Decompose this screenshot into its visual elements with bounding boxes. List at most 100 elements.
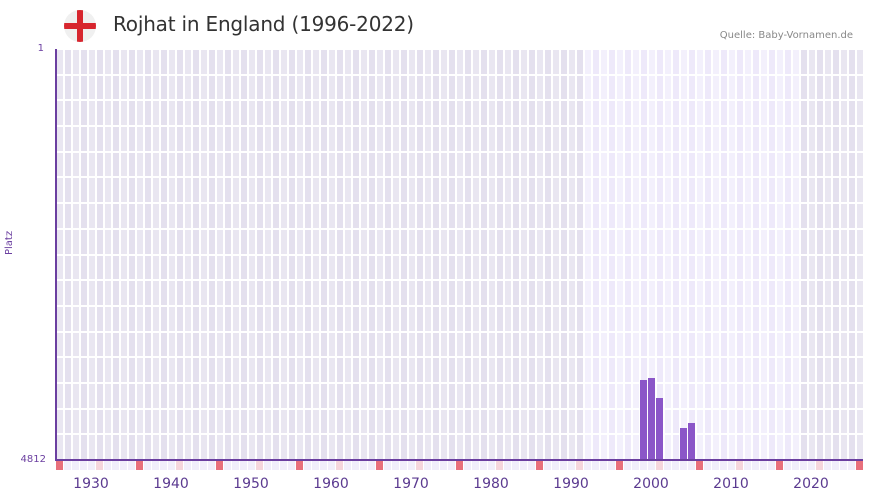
grid-column (105, 49, 113, 460)
rank-bar[interactable] (680, 427, 687, 460)
y-axis-line (55, 49, 57, 461)
year-marker (240, 461, 247, 470)
grid-column (841, 49, 849, 460)
grid-column (313, 49, 321, 460)
year-marker (528, 461, 535, 470)
grid-column (113, 49, 121, 460)
year-marker (632, 461, 639, 470)
grid-column (441, 49, 449, 460)
grid-column (209, 49, 217, 460)
x-tick-label: 1980 (473, 476, 509, 492)
grid-column (569, 49, 577, 460)
rank-bar[interactable] (656, 397, 663, 460)
year-marker (472, 461, 479, 470)
grid-column (361, 49, 369, 460)
grid-column (89, 49, 97, 460)
grid-column (249, 49, 257, 460)
grid-column (337, 49, 345, 460)
grid-column (497, 49, 505, 460)
year-marker (368, 461, 375, 470)
rank-bar[interactable] (648, 377, 655, 460)
rank-bar[interactable] (688, 422, 695, 460)
grid-column (729, 49, 737, 460)
year-marker (448, 461, 455, 470)
grid-column (345, 49, 353, 460)
grid-column (305, 49, 313, 460)
y-axis-label: Platz (4, 230, 15, 255)
grid-column (681, 49, 689, 460)
grid-column (321, 49, 329, 460)
year-marker (440, 461, 447, 470)
grid-column (753, 49, 761, 460)
year-marker (752, 461, 759, 470)
year-marker (304, 461, 311, 470)
year-marker (704, 461, 711, 470)
x-tick-label: 2000 (633, 476, 669, 492)
year-marker (608, 461, 615, 470)
grid-column (97, 49, 105, 460)
grid-column (281, 49, 289, 460)
grid-column (241, 49, 249, 460)
grid-column (169, 49, 177, 460)
year-marker (232, 461, 239, 470)
year-marker (272, 461, 279, 470)
grid-column (65, 49, 73, 460)
grid-column (537, 49, 545, 460)
grid-column (553, 49, 561, 460)
grid-column (329, 49, 337, 460)
grid-column (153, 49, 161, 460)
grid-column (393, 49, 401, 460)
grid-column (833, 49, 841, 460)
year-marker (768, 461, 775, 470)
year-marker (296, 461, 303, 470)
grid-column (689, 49, 697, 460)
x-tick-label: 1960 (313, 476, 349, 492)
year-marker (192, 461, 199, 470)
grid-column (705, 49, 713, 460)
year-marker (696, 461, 703, 470)
grid-column (225, 49, 233, 460)
year-marker (128, 461, 135, 470)
grid-column (721, 49, 729, 460)
year-marker (640, 461, 647, 470)
grid-column (297, 49, 305, 460)
year-marker (792, 461, 799, 470)
grid-column (713, 49, 721, 460)
grid-column (785, 49, 793, 460)
year-marker (840, 461, 847, 470)
grid-column (601, 49, 609, 460)
year-marker (776, 461, 783, 470)
year-marker (568, 461, 575, 470)
grid-column (609, 49, 617, 460)
grid-column (737, 49, 745, 460)
year-marker (152, 461, 159, 470)
grid-column (849, 49, 857, 460)
plot-area (55, 49, 863, 460)
grid-column (793, 49, 801, 460)
year-marker (336, 461, 343, 470)
grid-column (521, 49, 529, 460)
year-marker (728, 461, 735, 470)
x-tick-label: 1930 (73, 476, 109, 492)
year-marker (656, 461, 663, 470)
grid-column (137, 49, 145, 460)
year-marker (496, 461, 503, 470)
chart-title: Rojhat in England (1996-2022) (113, 12, 414, 36)
year-marker (64, 461, 71, 470)
x-tick-label: 2020 (793, 476, 829, 492)
year-marker (624, 461, 631, 470)
year-marker (736, 461, 743, 470)
year-marker (808, 461, 815, 470)
grid-column (217, 49, 225, 460)
x-axis-ticks: 1930 1940 1950 1960 1970 1980 1990 2000 2010 2020 (55, 476, 863, 496)
year-marker (720, 461, 727, 470)
grid-column (745, 49, 753, 460)
year-marker (344, 461, 351, 470)
grid-column (817, 49, 825, 460)
rank-bar[interactable] (640, 379, 647, 460)
grid-column (625, 49, 633, 460)
year-marker (576, 461, 583, 470)
year-marker (176, 461, 183, 470)
grid-column (417, 49, 425, 460)
year-marker (224, 461, 231, 470)
